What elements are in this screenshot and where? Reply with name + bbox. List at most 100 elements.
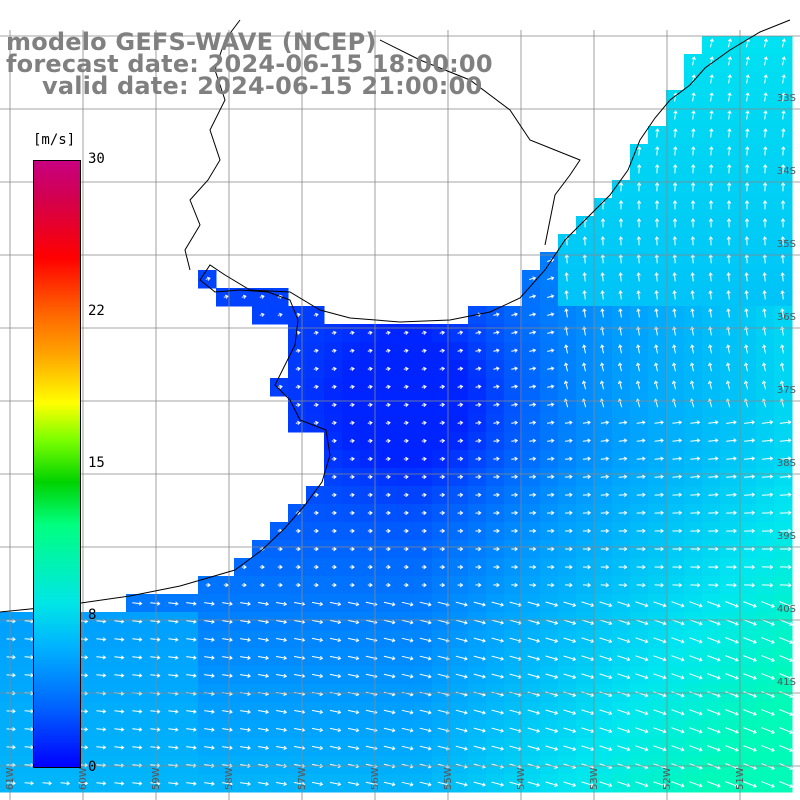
- wind-arrow-head: [247, 727, 251, 732]
- wind-arrow: [653, 709, 666, 715]
- wind-arrow-head: [409, 602, 414, 607]
- wind-arrow: [781, 309, 784, 318]
- wind-arrow: [240, 710, 251, 713]
- wind-arrow-head: [405, 456, 409, 462]
- wind-arrow: [132, 746, 142, 749]
- wind-arrow-head: [696, 564, 701, 570]
- wind-arrow-head: [478, 528, 482, 534]
- wind-arrow-head: [532, 528, 537, 534]
- wind-arrow-head: [709, 128, 714, 132]
- wind-arrow: [294, 746, 305, 749]
- wind-arrow-head: [696, 546, 701, 552]
- wind-arrow-head: [771, 729, 775, 734]
- wind-arrow-head: [283, 727, 288, 733]
- wind-arrow-head: [496, 582, 500, 588]
- wind-arrow: [276, 620, 287, 623]
- wind-arrow: [762, 399, 767, 408]
- wind-arrow-head: [709, 38, 714, 43]
- wind-arrow-head: [672, 182, 678, 186]
- wind-arrow-head: [532, 456, 537, 461]
- wind-arrow: [565, 309, 568, 318]
- wind-arrow-head: [441, 492, 446, 498]
- wind-arrow-head: [618, 308, 623, 312]
- wind-arrow-head: [554, 638, 559, 643]
- wind-arrow: [491, 601, 504, 606]
- wind-arrow-head: [536, 638, 541, 643]
- wind-arrow-head: [482, 782, 486, 787]
- wind-arrow: [311, 745, 323, 749]
- wind-arrow: [691, 309, 694, 318]
- wind-arrow-head: [496, 510, 500, 516]
- wind-arrow: [96, 674, 106, 677]
- wind-arrow-head: [715, 564, 719, 570]
- wind-arrow-head: [563, 380, 569, 385]
- lat-label: 36S: [776, 312, 796, 323]
- wind-arrow: [563, 727, 576, 733]
- wind-arrow-head: [572, 620, 577, 626]
- wind-arrow-head: [319, 601, 324, 607]
- wind-arrow-head: [727, 146, 732, 150]
- wind-arrow: [637, 272, 640, 282]
- wind-arrow-head: [635, 380, 641, 385]
- wind-arrow: [545, 655, 558, 660]
- wind-arrow-head: [680, 693, 685, 698]
- wind-arrow-head: [569, 510, 573, 516]
- wind-arrow: [617, 709, 630, 715]
- wind-arrow-head: [296, 312, 301, 317]
- wind-arrow: [383, 745, 395, 750]
- wind-arrow-head: [369, 510, 373, 516]
- wind-arrow-head: [590, 674, 595, 680]
- wind-arrow-head: [672, 344, 677, 349]
- wind-arrow-head: [441, 330, 446, 335]
- wind-arrow: [186, 674, 196, 677]
- wind-arrow-head: [590, 746, 595, 752]
- wind-arrow-head: [332, 330, 337, 335]
- wind-arrow-head: [386, 330, 391, 335]
- wind-arrow: [475, 422, 481, 424]
- wind-arrow-head: [464, 710, 468, 715]
- wind-arrow-head: [734, 747, 739, 752]
- wind-arrow-head: [405, 420, 409, 426]
- wind-arrow: [455, 727, 468, 732]
- wind-arrow-head: [369, 546, 373, 552]
- wind-arrow-head: [102, 691, 107, 696]
- wind-arrow-head: [333, 456, 337, 462]
- wind-arrow: [222, 620, 233, 623]
- wind-arrow-head: [459, 546, 464, 552]
- wind-arrow-head: [279, 546, 283, 552]
- wind-arrow-head: [211, 709, 215, 714]
- wind-arrow-head: [690, 326, 695, 331]
- wind-arrow: [150, 782, 160, 785]
- wind-arrow-head: [789, 603, 793, 608]
- wind-arrow-head: [192, 655, 197, 660]
- wind-arrow-head: [709, 146, 714, 150]
- wind-arrow: [599, 781, 612, 787]
- wind-arrow-head: [751, 456, 756, 461]
- wind-arrow-head: [265, 619, 270, 624]
- wind-arrow-head: [477, 402, 482, 407]
- wind-arrow: [114, 746, 124, 749]
- wind-arrow-head: [781, 164, 786, 168]
- wind-arrow: [744, 457, 755, 460]
- wind-arrow-head: [779, 380, 785, 385]
- wind-arrow: [618, 458, 627, 460]
- wind-arrow: [401, 781, 413, 786]
- wind-arrow: [473, 727, 486, 732]
- wind-arrow: [545, 637, 558, 642]
- wind-arrow: [690, 494, 700, 496]
- wind-arrow: [743, 781, 757, 788]
- wind-arrow-head: [572, 674, 577, 680]
- wind-arrow-head: [660, 510, 664, 515]
- wind-arrow-head: [564, 272, 569, 276]
- wind-arrow: [726, 457, 737, 460]
- wind-arrow: [511, 440, 518, 442]
- wind-arrow-head: [726, 344, 731, 349]
- wind-arrow: [529, 277, 536, 280]
- wind-arrow-head: [514, 420, 519, 425]
- wind-arrow-head: [386, 348, 391, 353]
- wind-arrow-head: [554, 656, 559, 661]
- wind-arrow-head: [229, 709, 233, 714]
- wind-arrow-head: [660, 474, 664, 479]
- wind-arrow: [619, 344, 622, 354]
- wind-arrow: [599, 619, 612, 625]
